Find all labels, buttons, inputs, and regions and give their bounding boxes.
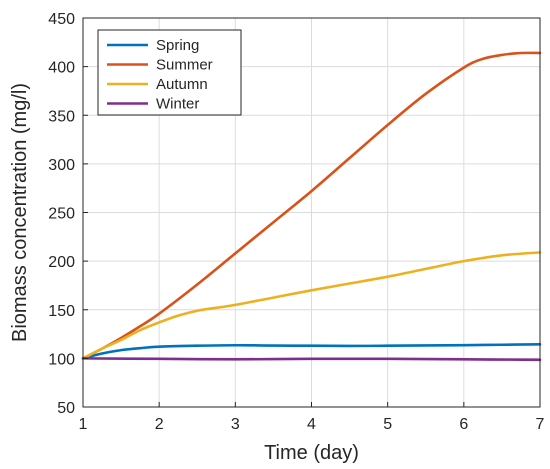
- series-line-spring: [81, 342, 542, 360]
- x-tick-label: 4: [307, 416, 316, 433]
- legend-label-spring: Spring: [156, 37, 199, 54]
- legend-label-autumn: Autumn: [156, 76, 208, 93]
- x-tick-label: 6: [459, 416, 468, 433]
- x-axis-label: Time (day): [264, 442, 359, 464]
- y-tick-label: 400: [48, 60, 75, 77]
- y-tick-label: 450: [48, 11, 75, 28]
- series-line-autumn: [81, 251, 542, 360]
- x-tick-label: 5: [383, 416, 392, 433]
- grid-lines: [82, 17, 541, 408]
- legend: Spring Summer Autumn Winter: [97, 29, 242, 116]
- y-tick-label: 300: [48, 157, 75, 174]
- y-axis-label: Biomass concentration (mg/l): [9, 83, 31, 342]
- y-tick-label: 200: [48, 254, 75, 271]
- x-tick-label: 1: [79, 416, 88, 433]
- series-line-summer: [81, 51, 542, 360]
- legend-label-summer: Summer: [156, 57, 213, 74]
- y-tick-label: 100: [48, 351, 75, 368]
- y-tick-label: 350: [48, 108, 75, 125]
- y-tick-label: 150: [48, 303, 75, 320]
- legend-label-winter: Winter: [156, 96, 199, 113]
- y-tick-label: 250: [48, 206, 75, 223]
- y-tick-label: 50: [57, 400, 75, 417]
- series-lines: [81, 51, 542, 362]
- axis-ticks: 1 2 3 4 5 6 7 50 100 150 200 250 300 350 400 450: [48, 11, 544, 433]
- series-line-winter: [81, 357, 542, 362]
- x-tick-label: 2: [155, 416, 164, 433]
- x-tick-label: 7: [536, 416, 545, 433]
- x-tick-label: 3: [231, 416, 240, 433]
